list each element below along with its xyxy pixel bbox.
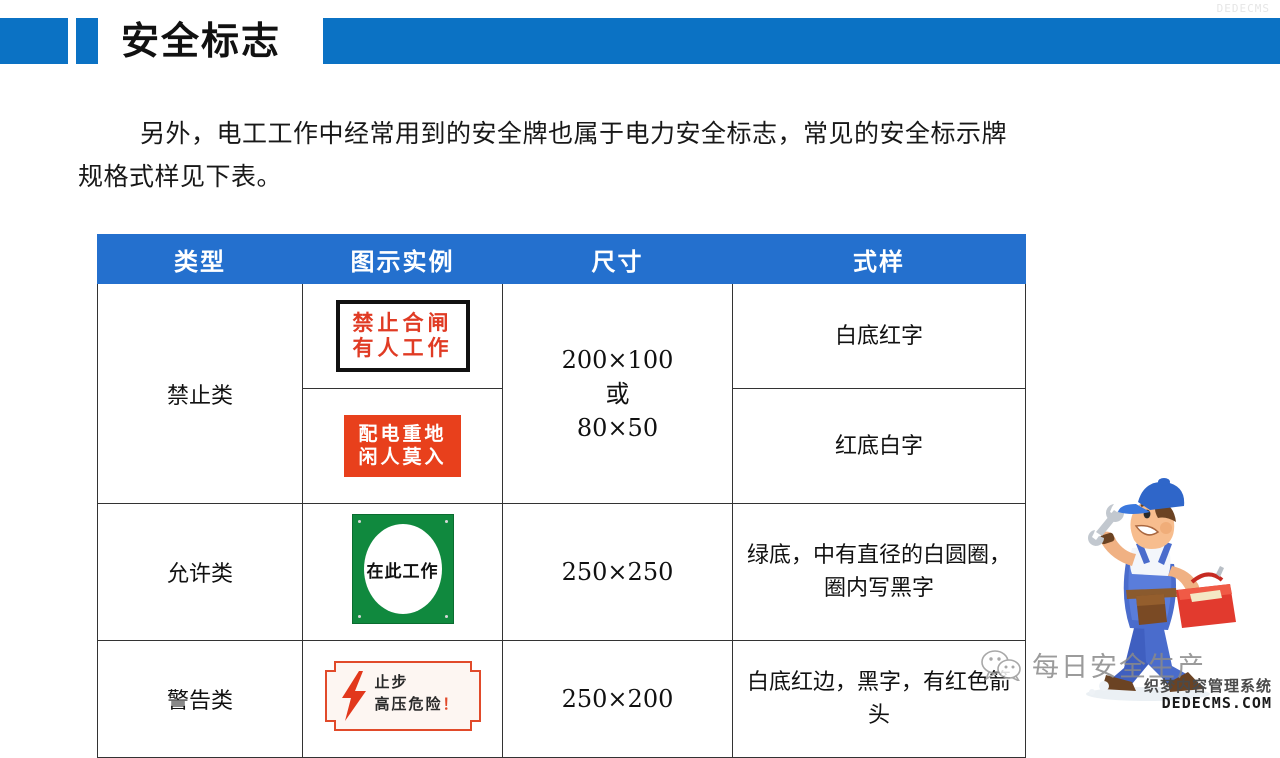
- size-forbid-line2: 或: [605, 379, 630, 408]
- top-right-watermark: DEDECMS: [1216, 2, 1270, 15]
- cell-style-white-red: 白底红字: [732, 283, 1026, 389]
- cell-type-forbid: 禁止类: [97, 283, 303, 504]
- page-header: 安全标志: [0, 18, 1280, 64]
- cell-example-warning: 止步 高压危险！: [302, 640, 503, 758]
- screw-icon: [444, 520, 448, 523]
- cms-watermark-cn: 织梦内容管理系统: [1143, 677, 1272, 696]
- intro-paragraph: 另外，电工工作中经常用到的安全牌也属于电力安全标志，常见的安全标示牌 规格式样见…: [78, 112, 1168, 198]
- cell-example-forbid-switch: 禁止合闸 有人工作: [302, 283, 503, 389]
- cell-style-red-white: 红底白字: [732, 388, 1026, 504]
- header-accent-bar-right: [323, 18, 1280, 64]
- sign-warning-line1: 止步: [374, 673, 409, 691]
- column-header-example: 图示实例: [302, 234, 503, 284]
- cell-example-forbid-entry: 配电重地 闲人莫入: [302, 388, 503, 504]
- cell-size-warning: 250×200: [502, 640, 733, 758]
- table-row: 禁止类 禁止合闸 有人工作 200×100 或 80×50 白底红字: [97, 283, 1026, 504]
- table-header-row: 类型 图示实例 尺寸 式样: [97, 234, 1026, 284]
- sign-forbid-switch: 禁止合闸 有人工作: [335, 300, 470, 372]
- cell-style-allow: 绿底，中有直径的白圆圈，圈内写黑字: [732, 503, 1026, 641]
- sign-forbid-entry: 配电重地 闲人莫入: [344, 415, 461, 477]
- cell-type-warning: 警告类: [97, 640, 303, 758]
- header-accent-block-left: [0, 18, 68, 64]
- page-title: 安全标志: [121, 19, 282, 63]
- safety-sign-table: 类型 图示实例 尺寸 式样 禁止类 禁止合闸 有人工作 200×100 或 80…: [97, 234, 1026, 758]
- screw-icon: [444, 615, 448, 618]
- sign-warning-text: 止步 高压危险！: [375, 672, 460, 716]
- sign-allow-text: 在此工作: [366, 561, 439, 582]
- intro-paragraph-line-1: 另外，电工工作中经常用到的安全牌也属于电力安全标志，常见的安全标示牌: [140, 119, 1008, 148]
- cell-size-allow: 250×250: [502, 503, 733, 641]
- corner-notch: [324, 661, 336, 672]
- sign-warning-high-voltage: 止步 高压危险！: [324, 661, 481, 731]
- sign-warning-line2: 高压危险！: [374, 694, 460, 713]
- lightning-bolt-icon: [341, 671, 366, 721]
- brand-watermark: 每日安全生产: [980, 645, 1206, 684]
- sign-forbid-entry-line2: 闲人莫入: [358, 446, 447, 468]
- table-row: 允许类 在此工作 250×250 绿底，中有直径的白圆圈，圈内写黑字: [97, 503, 1026, 641]
- column-header-size: 尺寸: [502, 234, 733, 284]
- screw-icon: [357, 615, 361, 618]
- header-accent-block-small: [76, 18, 98, 64]
- table-row: 配电重地 闲人莫入 红底白字: [98, 388, 1026, 504]
- brand-watermark-text: 每日安全生产: [1032, 652, 1206, 683]
- screw-icon: [357, 520, 361, 523]
- sign-forbid-switch-line2: 有人工作: [352, 336, 453, 360]
- cell-type-allow: 允许类: [97, 503, 303, 641]
- wechat-icon: [981, 649, 1021, 681]
- size-forbid-line1: 200×100: [561, 345, 674, 374]
- sign-forbid-entry-line1: 配电重地: [358, 423, 447, 446]
- sign-forbid-switch-line1: 禁止合闸: [352, 311, 453, 336]
- corner-notch: [324, 720, 336, 731]
- table-row: 警告类 止步 高压危险！ 250×200 白底红边，黑字，有红: [97, 640, 1026, 758]
- sign-allow-oval: [363, 524, 442, 614]
- corner-notch: [469, 661, 481, 672]
- cell-example-allow: 在此工作: [302, 503, 503, 641]
- cms-watermark: 织梦内容管理系统 DEDECMS.COM: [1144, 678, 1272, 712]
- column-header-style: 式样: [732, 234, 1026, 284]
- intro-paragraph-line-2: 规格式样见下表。: [78, 162, 283, 191]
- cms-watermark-en: DEDECMS.COM: [1161, 694, 1272, 713]
- column-header-type: 类型: [97, 234, 303, 284]
- cell-size-forbid: 200×100 或 80×50: [502, 283, 733, 504]
- size-forbid-line3: 80×50: [576, 413, 659, 442]
- sign-allow-work-here: 在此工作: [351, 514, 454, 624]
- corner-notch: [469, 720, 481, 731]
